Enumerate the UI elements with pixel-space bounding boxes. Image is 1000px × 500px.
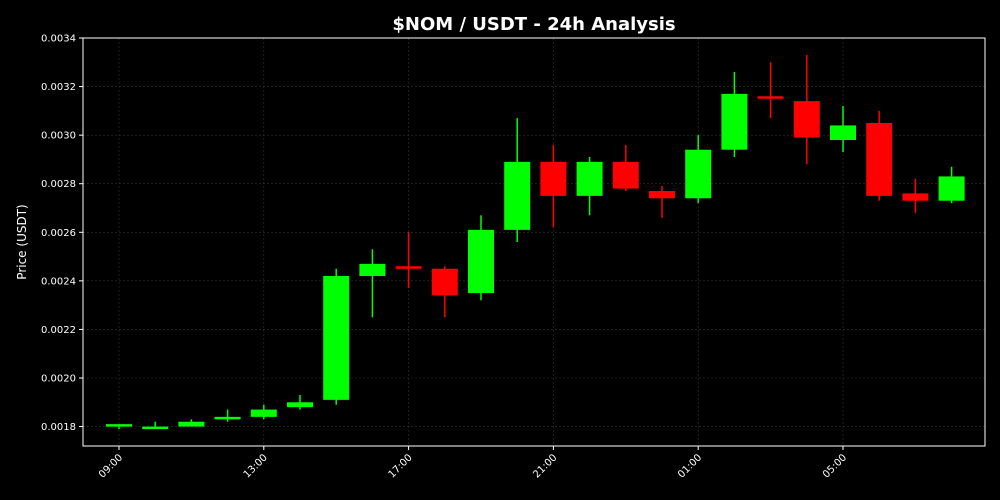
candle-down (649, 186, 675, 218)
candle-body (612, 161, 639, 189)
candle-up (142, 421, 169, 430)
candle-body (323, 276, 350, 400)
candle-body (793, 101, 820, 138)
candle-down (793, 55, 820, 165)
candle-up (938, 166, 965, 204)
candle-body (649, 191, 675, 199)
candle-up (721, 72, 748, 157)
y-tick-label: 0.0024 (41, 276, 76, 287)
candle-body (431, 268, 458, 296)
y-tick-label: 0.0026 (41, 228, 76, 239)
candle-up (178, 419, 205, 427)
candle-up (287, 395, 313, 410)
candle-body (395, 266, 422, 269)
candle-body (685, 149, 712, 199)
candle-body (214, 416, 241, 420)
candle-body (178, 421, 205, 427)
candle-down (431, 266, 458, 318)
candle-layer (106, 55, 965, 430)
candle-up (323, 268, 350, 405)
y-tick-label: 0.0020 (41, 374, 76, 385)
candle-down (866, 110, 893, 201)
y-tick-label: 0.0030 (41, 131, 76, 142)
candle-body (757, 96, 784, 99)
candle-up (685, 135, 712, 204)
y-tick-label: 0.0034 (41, 34, 76, 45)
plot-frame (82, 37, 986, 447)
candle-body (468, 229, 494, 293)
candle-body (721, 93, 748, 150)
candle-body (938, 176, 965, 201)
candle-up (106, 424, 132, 429)
candle-down (540, 144, 567, 228)
candle-body (287, 402, 313, 408)
y-tick-label: 0.0032 (41, 82, 76, 93)
candle-body (250, 409, 277, 417)
y-axis-label: Price (USDT) (15, 204, 29, 279)
candle-body (142, 426, 169, 430)
candle-up (468, 215, 494, 301)
chart-title: $NOM / USDT - 24h Analysis (392, 14, 675, 35)
candle-up (359, 249, 386, 318)
candle-up (504, 118, 531, 242)
y-tick-label: 0.0028 (41, 179, 76, 190)
candle-body (504, 161, 531, 230)
candle-up (830, 106, 856, 153)
candle-body (359, 263, 386, 276)
candle-down (612, 144, 639, 191)
y-tick-label: 0.0018 (41, 422, 76, 433)
y-tick-label: 0.0022 (41, 325, 76, 336)
candle-down (902, 178, 929, 213)
candle-body (576, 161, 603, 196)
candle-body (866, 123, 893, 196)
candle-body (830, 125, 856, 140)
candle-down (757, 62, 784, 119)
candle-up (576, 157, 603, 216)
candle-body (540, 161, 567, 196)
candle-down (395, 232, 422, 289)
candle-up (250, 404, 277, 420)
candle-up (214, 409, 241, 422)
candle-body (106, 424, 132, 427)
candle-body (902, 193, 929, 201)
